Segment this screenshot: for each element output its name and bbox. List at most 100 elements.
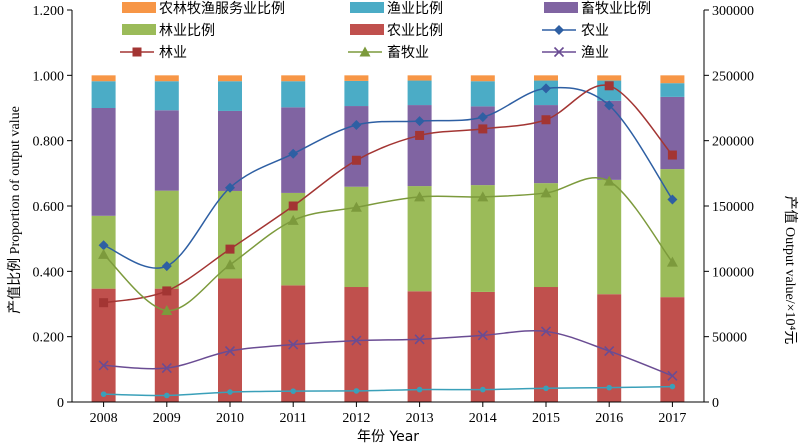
x-tick-label-2014: 2014 bbox=[469, 411, 497, 426]
right-tick-label-0: 0 bbox=[712, 396, 719, 411]
bar-2-2010 bbox=[218, 110, 242, 191]
marker-2-2009 bbox=[161, 305, 173, 316]
marker-2-2017 bbox=[666, 256, 678, 267]
bar-2-2009 bbox=[154, 110, 179, 191]
legend-marker-渔业 bbox=[553, 46, 565, 58]
legend-label-渔业: 渔业 bbox=[581, 45, 609, 61]
right-tick-label-6: 300000 bbox=[712, 4, 754, 19]
marker-3-2011 bbox=[288, 339, 299, 350]
legend-swatch-农业比例 bbox=[350, 24, 384, 35]
bar-0-2013 bbox=[407, 291, 432, 402]
bar-3-2012 bbox=[344, 80, 369, 107]
legend-marker-畜牧业 bbox=[359, 46, 371, 57]
x-tick-label-2016: 2016 bbox=[595, 411, 623, 426]
lines-layer bbox=[98, 81, 678, 399]
marker-4-2010 bbox=[227, 389, 233, 395]
bar-1-2017 bbox=[660, 169, 685, 298]
line-series-0 bbox=[103, 86, 674, 269]
marker-1-2010 bbox=[225, 244, 235, 254]
bar-3-2009 bbox=[154, 81, 179, 111]
marker-4-2008 bbox=[100, 391, 107, 397]
marker-3-2014 bbox=[477, 330, 488, 341]
marker-2-2016 bbox=[603, 175, 615, 186]
legend-label-畜牧业: 畜牧业 bbox=[387, 45, 429, 61]
x-tick-label-2015: 2015 bbox=[532, 411, 560, 426]
x-tick-label-2011: 2011 bbox=[279, 411, 306, 426]
marker-2-2012 bbox=[350, 201, 362, 212]
x-tick-label-2017: 2017 bbox=[658, 411, 686, 426]
legend-marker-农业 bbox=[554, 25, 564, 35]
left-tick-label-0: 0 bbox=[57, 396, 64, 411]
left-tick-label-5: 1.000 bbox=[33, 69, 65, 84]
bar-4-2015 bbox=[534, 75, 558, 81]
marker-0-2013 bbox=[414, 116, 425, 127]
right-tick-label-2: 100000 bbox=[712, 265, 754, 280]
marker-2-2013 bbox=[414, 191, 426, 202]
marker-4-2013 bbox=[416, 386, 423, 393]
legend-marker-林业 bbox=[132, 47, 142, 57]
right-axis-title: 产值 Output value/×10⁴元 bbox=[782, 196, 798, 345]
marker-4-2009 bbox=[164, 392, 170, 399]
legend-label-畜牧业比例: 畜牧业比例 bbox=[581, 1, 651, 17]
line-series-1 bbox=[103, 84, 673, 304]
marker-4-2015 bbox=[543, 385, 549, 392]
left-tick-label-2: 0.400 bbox=[33, 265, 65, 280]
marker-2-2010 bbox=[224, 259, 236, 270]
left-tick-label-3: 0.600 bbox=[33, 200, 65, 215]
bar-3-2011 bbox=[281, 81, 306, 108]
marker-1-2009 bbox=[162, 286, 172, 296]
bar-2-2016 bbox=[597, 100, 622, 180]
bar-4-2008 bbox=[91, 75, 116, 82]
bar-0-2012 bbox=[344, 287, 369, 402]
bar-1-2012 bbox=[344, 186, 369, 288]
marker-0-2016 bbox=[604, 100, 615, 111]
marker-2-2008 bbox=[98, 248, 110, 259]
marker-0-2015 bbox=[541, 83, 551, 94]
bar-4-2012 bbox=[344, 75, 369, 81]
marker-0-2014 bbox=[477, 112, 488, 123]
bar-0-2015 bbox=[534, 287, 558, 402]
marker-4-2012 bbox=[353, 388, 360, 394]
x-axis-title: 年份 Year bbox=[357, 429, 419, 445]
legend-label-农林牧渔服务业比例: 农林牧渔服务业比例 bbox=[159, 1, 285, 17]
marker-3-2008 bbox=[98, 360, 109, 371]
bar-3-2008 bbox=[91, 81, 116, 108]
marker-1-2017 bbox=[667, 150, 677, 160]
marker-3-2012 bbox=[351, 335, 362, 346]
marker-3-2015 bbox=[540, 326, 552, 337]
left-axis-title: 产值比例 Proportion of output value bbox=[7, 106, 23, 314]
x-tick-label-2009: 2009 bbox=[153, 411, 181, 426]
bar-2-2012 bbox=[344, 106, 369, 187]
marker-1-2011 bbox=[288, 201, 298, 211]
legend-swatch-林业比例 bbox=[122, 24, 156, 35]
legend-label-林业: 林业 bbox=[159, 45, 187, 61]
marker-3-2017 bbox=[667, 370, 678, 381]
bar-1-2016 bbox=[597, 179, 622, 295]
marker-0-2009 bbox=[161, 261, 172, 272]
marker-0-2017 bbox=[667, 194, 678, 205]
bar-4-2009 bbox=[154, 75, 179, 82]
marker-3-2010 bbox=[224, 345, 236, 357]
marker-2-2014 bbox=[477, 191, 489, 202]
marker-1-2012 bbox=[351, 155, 361, 165]
marker-3-2016 bbox=[604, 345, 615, 357]
marker-0-2012 bbox=[351, 119, 362, 130]
line-series-2 bbox=[103, 176, 673, 312]
bar-0-2010 bbox=[218, 278, 242, 402]
marker-3-2009 bbox=[161, 362, 172, 374]
marker-2-2011 bbox=[287, 214, 299, 225]
right-tick-label-1: 50000 bbox=[712, 331, 747, 346]
legend-swatch-畜牧业比例 bbox=[544, 2, 578, 13]
bar-1-2015 bbox=[534, 183, 558, 288]
marker-0-2010 bbox=[225, 182, 235, 193]
bar-4-2017 bbox=[660, 75, 685, 84]
right-tick-label-4: 200000 bbox=[712, 135, 754, 150]
legend-label-农业: 农业 bbox=[581, 23, 609, 39]
x-tick-label-2008: 2008 bbox=[90, 411, 118, 426]
marker-4-2016 bbox=[606, 384, 612, 391]
bar-4-2016 bbox=[597, 75, 622, 81]
line-series-4 bbox=[103, 385, 673, 397]
bar-3-2014 bbox=[470, 81, 495, 107]
